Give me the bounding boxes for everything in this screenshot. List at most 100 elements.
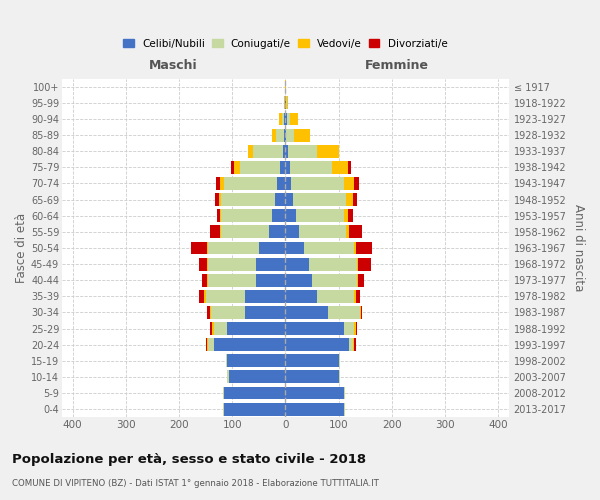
- Bar: [355, 322, 356, 335]
- Bar: [286, 402, 344, 415]
- Bar: [287, 112, 290, 126]
- Bar: [356, 242, 372, 254]
- Bar: [220, 210, 221, 222]
- Bar: [357, 274, 358, 286]
- Bar: [212, 322, 214, 335]
- Bar: [317, 290, 355, 303]
- Bar: [328, 306, 360, 319]
- Legend: Celibi/Nubili, Coniugati/e, Vedovi/e, Divorziati/e: Celibi/Nubili, Coniugati/e, Vedovi/e, Di…: [121, 36, 449, 51]
- Bar: [275, 193, 286, 206]
- Bar: [276, 128, 284, 141]
- Y-axis label: Fasce di età: Fasce di età: [15, 213, 28, 283]
- Text: Femmine: Femmine: [365, 59, 429, 72]
- Bar: [353, 338, 355, 351]
- Bar: [210, 226, 220, 238]
- Bar: [272, 210, 286, 222]
- Bar: [214, 338, 286, 351]
- Bar: [355, 242, 356, 254]
- Bar: [223, 402, 224, 415]
- Bar: [286, 226, 299, 238]
- Bar: [348, 210, 353, 222]
- Bar: [211, 306, 245, 319]
- Bar: [286, 242, 304, 254]
- Bar: [224, 386, 286, 400]
- Bar: [290, 161, 332, 174]
- Bar: [357, 258, 358, 270]
- Bar: [207, 258, 208, 270]
- Bar: [286, 386, 344, 400]
- Text: Maschi: Maschi: [149, 59, 198, 72]
- Bar: [227, 354, 286, 367]
- Bar: [286, 274, 312, 286]
- Bar: [221, 193, 275, 206]
- Bar: [286, 210, 296, 222]
- Bar: [355, 177, 359, 190]
- Bar: [299, 226, 346, 238]
- Bar: [349, 338, 353, 351]
- Bar: [259, 242, 286, 254]
- Bar: [286, 290, 317, 303]
- Bar: [217, 210, 220, 222]
- Bar: [348, 161, 351, 174]
- Bar: [338, 370, 340, 384]
- Bar: [206, 290, 245, 303]
- Bar: [199, 290, 205, 303]
- Bar: [191, 242, 207, 254]
- Bar: [256, 258, 286, 270]
- Bar: [269, 226, 286, 238]
- Bar: [286, 161, 290, 174]
- Bar: [287, 96, 288, 110]
- Bar: [226, 354, 227, 367]
- Bar: [360, 306, 361, 319]
- Bar: [286, 258, 309, 270]
- Bar: [286, 177, 290, 190]
- Bar: [358, 274, 364, 286]
- Bar: [207, 338, 208, 351]
- Bar: [281, 112, 284, 126]
- Bar: [344, 402, 345, 415]
- Bar: [344, 386, 345, 400]
- Bar: [221, 226, 269, 238]
- Text: COMUNE DI VIPITENO (BZ) - Dati ISTAT 1° gennaio 2018 - Elaborazione TUTTITALIA.I: COMUNE DI VIPITENO (BZ) - Dati ISTAT 1° …: [12, 479, 379, 488]
- Bar: [356, 290, 360, 303]
- Bar: [293, 193, 346, 206]
- Bar: [248, 145, 253, 158]
- Bar: [355, 338, 356, 351]
- Bar: [221, 210, 272, 222]
- Bar: [346, 226, 349, 238]
- Bar: [256, 274, 286, 286]
- Bar: [283, 145, 286, 158]
- Bar: [356, 322, 357, 335]
- Bar: [220, 226, 221, 238]
- Bar: [317, 145, 338, 158]
- Bar: [277, 177, 286, 190]
- Bar: [286, 193, 293, 206]
- Bar: [245, 306, 286, 319]
- Bar: [206, 338, 207, 351]
- Bar: [355, 290, 356, 303]
- Bar: [210, 322, 212, 335]
- Bar: [312, 274, 357, 286]
- Bar: [227, 370, 229, 384]
- Bar: [344, 177, 355, 190]
- Bar: [215, 177, 220, 190]
- Bar: [286, 354, 338, 367]
- Bar: [286, 322, 344, 335]
- Text: Popolazione per età, sesso e stato civile - 2018: Popolazione per età, sesso e stato civil…: [12, 452, 366, 466]
- Bar: [280, 161, 286, 174]
- Bar: [208, 242, 259, 254]
- Bar: [309, 258, 357, 270]
- Bar: [284, 128, 286, 141]
- Bar: [286, 338, 349, 351]
- Bar: [272, 128, 276, 141]
- Y-axis label: Anni di nascita: Anni di nascita: [572, 204, 585, 292]
- Bar: [210, 306, 211, 319]
- Bar: [286, 112, 287, 126]
- Bar: [290, 112, 298, 126]
- Bar: [290, 177, 344, 190]
- Bar: [288, 145, 317, 158]
- Bar: [199, 258, 207, 270]
- Bar: [286, 306, 328, 319]
- Bar: [208, 258, 256, 270]
- Bar: [205, 290, 206, 303]
